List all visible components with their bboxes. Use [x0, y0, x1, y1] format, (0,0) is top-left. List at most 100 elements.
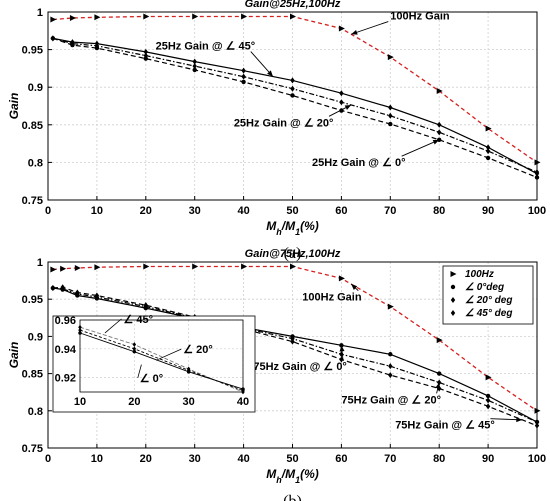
legend-entry-2: ∠ 20° deg [465, 295, 512, 306]
inset-label-0: ∠ 45° [123, 314, 153, 326]
data-point-series-3 [70, 42, 75, 48]
data-point-series-0 [436, 337, 443, 344]
data-point-series-2 [485, 148, 491, 155]
chart-panel-(b): 0 10 20 30 40 50 60 70 80 90 100 0.75 0.8 0.85 0.9 0.95… [7, 248, 546, 501]
data-point-series-3 [290, 338, 295, 345]
inset-x-tick-label: 20 [128, 396, 140, 408]
x-axis-label-xlabel_main: M [266, 219, 277, 233]
data-point-series-1 [241, 67, 246, 74]
data-point-series-3 [485, 403, 491, 410]
annotation-arrowhead-0 [351, 29, 358, 35]
x-tick-label: 60 [335, 205, 347, 217]
legend-marker-1 [450, 284, 456, 290]
inset-label-arrow-2 [137, 364, 142, 379]
data-point-series-2 [388, 363, 393, 370]
series-line-3 [52, 37, 538, 178]
annotation-arrowhead-3 [516, 417, 523, 423]
x-tick-label: 50 [286, 205, 298, 217]
inset-data-point-series-1 [132, 346, 137, 352]
inset-data-point-series-2 [186, 370, 191, 374]
inset-label-2: ∠ 0° [140, 373, 163, 385]
data-point-series-2 [192, 63, 197, 70]
x-tick-label: 20 [140, 453, 152, 465]
annotation-arrowhead-2 [344, 104, 352, 110]
x-tick-label: 70 [384, 453, 396, 465]
x-tick-label: 80 [433, 205, 445, 217]
annotation-label-2: 75Hz Gain @ ∠ 20° [341, 394, 441, 406]
data-point-series-1 [388, 104, 393, 111]
data-point-series-0 [94, 14, 101, 21]
inset-y-tick-label: 0.94 [55, 344, 77, 356]
panel-label: (a) [284, 245, 302, 262]
x-tick-label: 10 [91, 453, 103, 465]
legend-marker-0 [450, 271, 457, 277]
data-point-series-0 [69, 15, 76, 22]
data-point-series-0 [241, 263, 248, 270]
x-axis-label-xlabel_tail: (%) [300, 219, 319, 233]
data-point-series-0 [290, 13, 296, 20]
x-axis-label-xlabel_tail: (%) [300, 467, 319, 481]
inset-data-point-series-2 [132, 349, 137, 354]
x-axis-label-xlabel_mid: /M [281, 467, 296, 481]
data-point-series-3 [50, 285, 56, 292]
data-point-series-2 [388, 112, 393, 119]
x-tick-label: 90 [482, 205, 494, 217]
chart-panel-(a): 0 10 20 30 40 50 60 70 80 90 100 0.75 0.8 0.85 0.9 0.95… [7, 0, 546, 262]
data-point-series-0 [485, 374, 492, 381]
data-point-series-3 [388, 121, 393, 127]
legend-marker-2 [450, 297, 456, 303]
data-point-series-0 [143, 13, 150, 20]
y-tick-label: 0.85 [22, 369, 43, 381]
annotation-label-0: 100Hz Gain [390, 11, 450, 23]
inset-series-line-2 [79, 332, 244, 390]
x-tick-label: 30 [189, 453, 201, 465]
y-tick-label: 0.95 [22, 294, 43, 306]
x-tick-label: 40 [237, 453, 249, 465]
y-axis-label: Gain [7, 342, 21, 369]
inset-x-tick-label: 10 [74, 396, 86, 408]
y-axis-label: Gain [7, 93, 21, 120]
data-point-series-2 [437, 129, 442, 136]
data-point-series-0 [192, 263, 199, 270]
annotation-label-1: 75Hz Gain @ ∠ 0° [253, 361, 346, 373]
y-tick-label: 1 [37, 257, 43, 269]
x-tick-label: 100 [528, 453, 546, 465]
annotation-arrowhead-3 [432, 139, 440, 145]
data-point-series-1 [339, 343, 344, 348]
data-point-series-3 [143, 56, 148, 61]
y-tick-label: 0.8 [28, 406, 43, 418]
x-axis-label-xlabel_sub1: h [276, 475, 282, 485]
data-point-series-3 [50, 36, 56, 41]
inset-label-1: ∠ 20° [183, 344, 213, 356]
x-axis-label-xlabel_sub1: h [276, 227, 282, 237]
data-point-series-0 [338, 25, 345, 32]
series-line-2 [52, 37, 538, 173]
data-point-series-1 [485, 393, 491, 399]
data-point-series-0 [60, 265, 67, 272]
annotation-arrow-3 [401, 139, 440, 157]
data-point-series-0 [241, 13, 248, 20]
data-point-series-1 [192, 58, 197, 65]
y-tick-label: 0.95 [22, 45, 43, 57]
data-point-series-3 [94, 292, 100, 299]
inset-frame [79, 319, 244, 393]
y-tick-label: 0.8 [28, 157, 43, 169]
data-point-series-3 [60, 284, 65, 291]
y-tick-label: 0.75 [22, 443, 43, 455]
annotation-arrowhead-1 [339, 345, 345, 352]
data-point-series-1 [437, 121, 442, 128]
annotation-arrowhead-0 [351, 284, 358, 290]
x-tick-label: 50 [286, 453, 298, 465]
annotation-arrow-0 [351, 21, 389, 35]
data-point-series-0 [485, 125, 492, 132]
data-point-series-0 [436, 87, 443, 94]
legend-entry-0: 100Hz [465, 269, 494, 280]
x-tick-label: 80 [433, 453, 445, 465]
data-point-series-1 [388, 352, 393, 357]
data-point-series-1 [339, 90, 344, 97]
annotation-label-3: 75Hz Gain @ ∠ 45° [395, 420, 495, 432]
annotation-label-3: 25Hz Gain @ ∠ 0° [312, 157, 405, 169]
x-axis-label: Mh/M1(%) [266, 219, 319, 237]
plot-frame [47, 11, 538, 201]
inset-y-tick-label: 0.96 [55, 315, 76, 327]
